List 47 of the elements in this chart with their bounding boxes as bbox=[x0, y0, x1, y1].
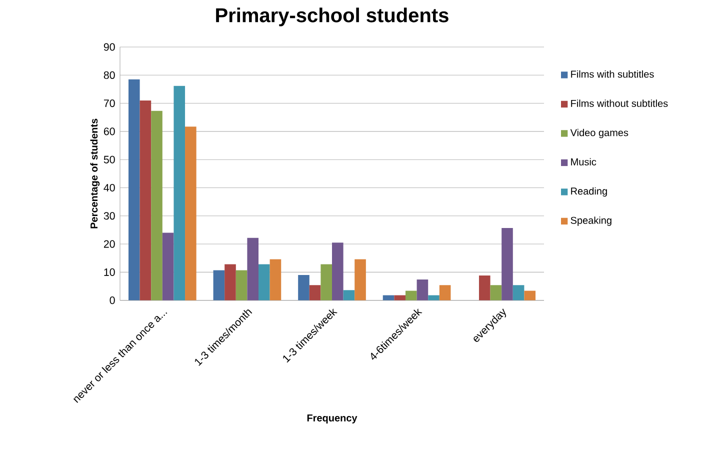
legend-label: Music bbox=[571, 158, 596, 166]
bar bbox=[502, 228, 513, 300]
bar bbox=[213, 270, 225, 300]
bar bbox=[258, 264, 270, 300]
legend-label: Speaking bbox=[570, 216, 612, 226]
legend-label: Video games bbox=[570, 128, 628, 138]
bar bbox=[309, 285, 321, 300]
bar bbox=[354, 259, 366, 300]
y-tick-label: 70 bbox=[104, 100, 115, 108]
bar bbox=[270, 259, 282, 300]
bar bbox=[394, 295, 406, 300]
bar bbox=[524, 290, 536, 300]
y-tick-label: 0 bbox=[110, 296, 115, 304]
y-tick-label: 20 bbox=[104, 240, 115, 248]
bar bbox=[298, 274, 310, 300]
bar bbox=[512, 285, 524, 300]
y-tick-label: 80 bbox=[104, 71, 115, 79]
bar bbox=[236, 270, 248, 300]
bar bbox=[320, 264, 332, 300]
bar bbox=[405, 290, 417, 300]
bar bbox=[490, 285, 502, 300]
x-axis-title: Frequency bbox=[307, 414, 358, 424]
y-tick-label: 90 bbox=[104, 43, 115, 51]
legend-label: Films without subtitles bbox=[571, 100, 668, 107]
chart-title: Primary-school students bbox=[216, 8, 448, 26]
bar bbox=[343, 290, 355, 300]
bar bbox=[478, 276, 490, 300]
bar bbox=[174, 86, 186, 300]
bar bbox=[162, 232, 174, 300]
y-tick-label: 60 bbox=[104, 128, 115, 136]
legend-label: Reading bbox=[571, 187, 607, 197]
legend-label: Films with subtitles bbox=[571, 70, 654, 78]
bar bbox=[128, 79, 140, 300]
bar bbox=[416, 279, 428, 300]
bar bbox=[439, 285, 451, 300]
y-axis-title: Percentage of students bbox=[90, 118, 100, 228]
y-tick-label: 30 bbox=[104, 212, 115, 220]
bar bbox=[224, 264, 236, 300]
bar bbox=[332, 242, 344, 300]
bar bbox=[185, 126, 196, 300]
y-tick-label: 10 bbox=[104, 268, 115, 276]
bar bbox=[151, 110, 162, 300]
bar bbox=[247, 238, 259, 300]
bar bbox=[428, 295, 440, 300]
y-tick-label: 40 bbox=[104, 184, 115, 192]
bar bbox=[140, 100, 152, 300]
y-tick-label: 50 bbox=[104, 156, 115, 164]
